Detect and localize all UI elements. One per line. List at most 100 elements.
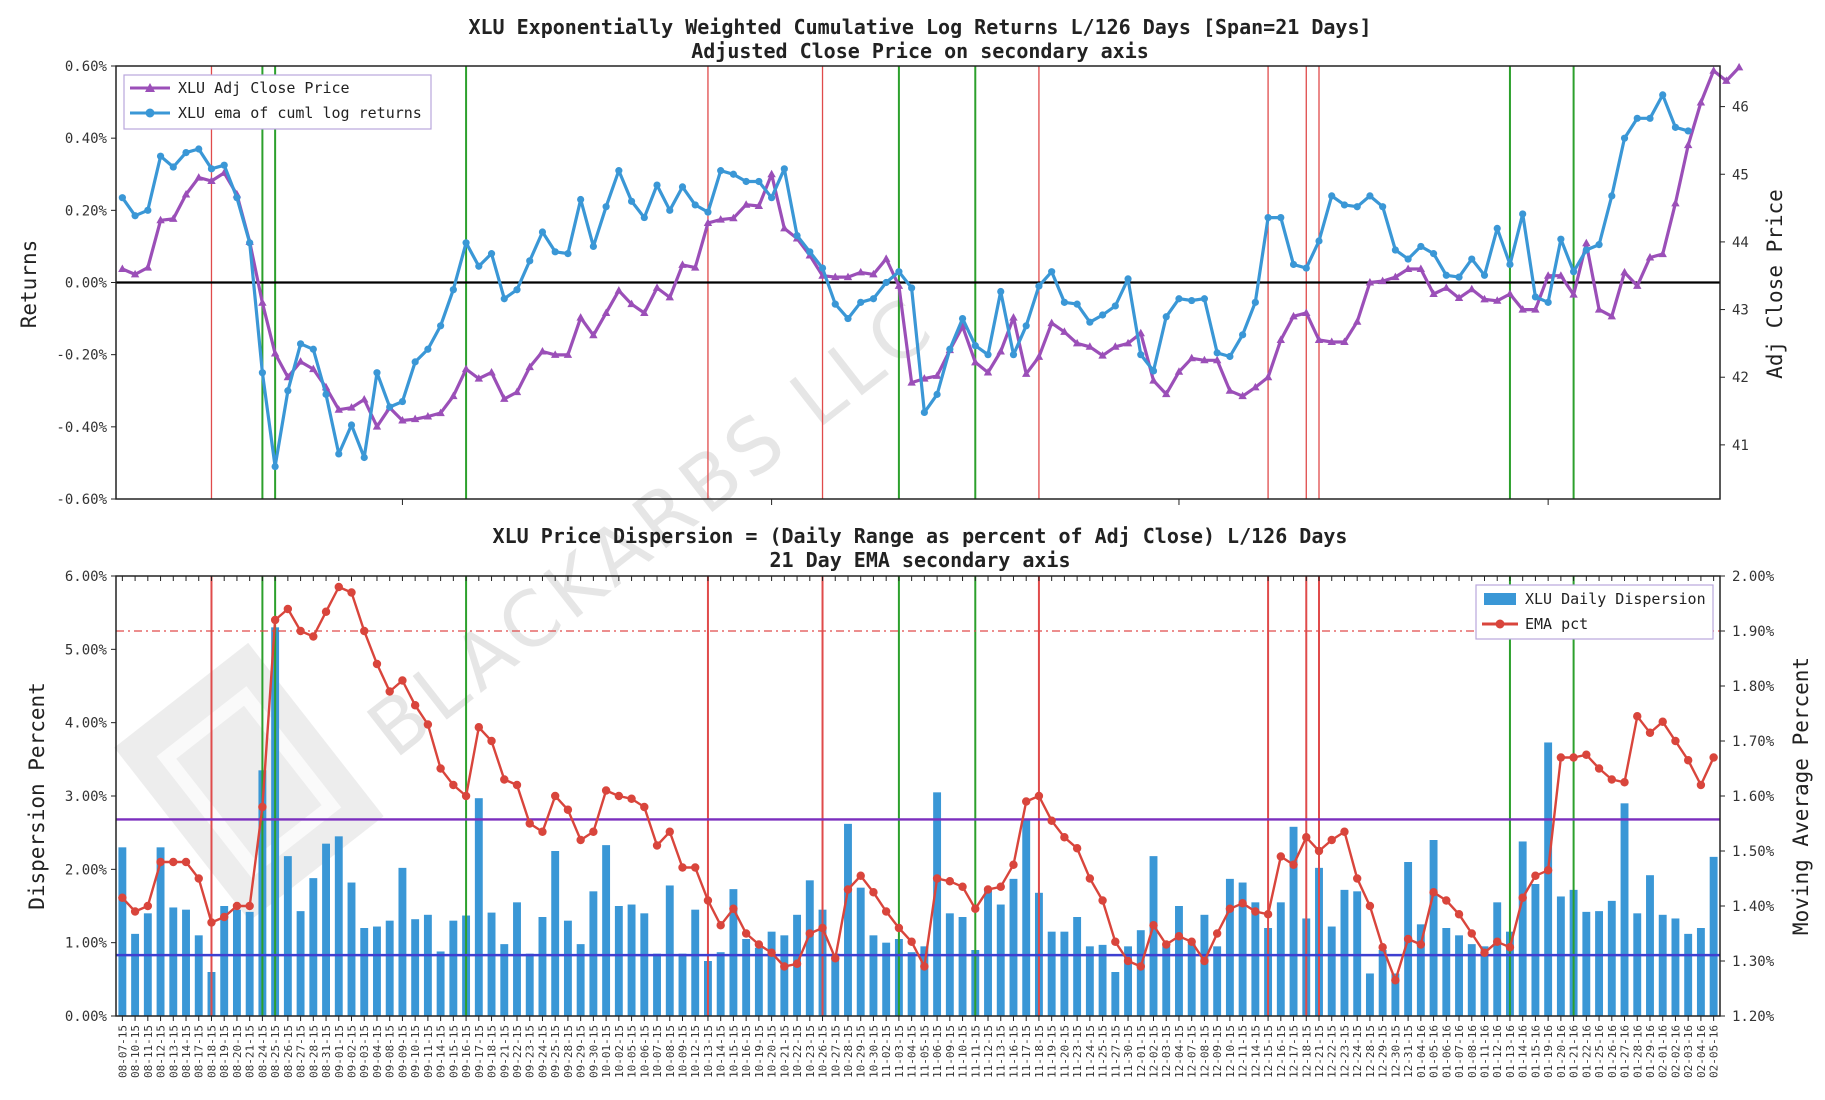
dispersion-y-tick-label: 3.00% [65,789,108,805]
ema-returns-point [653,181,661,189]
dispersion-x-tick-label: 08-26-15 [282,1025,295,1078]
dispersion-bar [602,845,611,1016]
dispersion-x-tick-label: 02-03-16 [1682,1025,1695,1078]
ema-pct-point [1072,844,1082,853]
dispersion-bar [334,836,343,1016]
ema-pct-point [1340,827,1349,836]
adj-close-point [1607,311,1616,320]
returns-y-tick-label: -0.40% [56,420,107,436]
dispersion-x-tick-label: 11-23-15 [1071,1025,1084,1078]
ema-pct-point [1493,937,1502,946]
dispersion-x-tick-label: 02-02-16 [1669,1025,1682,1078]
adj-close-point [1429,289,1438,298]
dispersion-bar [1022,819,1031,1016]
ema-returns-point [526,257,534,265]
dispersion-x-tick-label: 12-08-15 [1198,1025,1211,1078]
dispersion-x-tick-label: 10-07-15 [651,1025,664,1078]
ema-pct-series [118,582,1718,985]
ema-returns-point [1493,224,1501,232]
dispersion-bar [1518,841,1527,1016]
dispersion-x-tick-label: 12-21-15 [1313,1025,1326,1078]
dispersion-bar [563,920,572,1016]
dispersion-bar [1467,944,1476,1016]
dispersion-bar [1225,878,1234,1016]
dispersion-x-tick-label: 02-04-16 [1695,1025,1708,1078]
ema-returns-point [182,149,190,157]
ema-pct-point [270,615,280,625]
ema-returns-point [1086,318,1094,326]
dispersion-x-tick-label: 08-19-15 [218,1025,231,1078]
legend-adj-close-marker-icon [145,83,155,92]
ema-pct-point [1302,833,1311,842]
ema-pct-point [1709,753,1718,762]
adj-close-point [754,201,764,210]
ema-returns-series [118,91,1692,471]
dispersion-bar [322,843,330,1016]
dispersion-chart-subtitle: 21 Day EMA secondary axis [769,548,1070,572]
ema-pct-point [143,901,153,911]
dispersion-x-tick-label: 08-11-15 [142,1025,155,1078]
dispersion-x-tick-label: 12-14-15 [1249,1025,1262,1078]
ema-returns-point [449,286,457,294]
ema-pct-point [449,780,458,790]
dispersion-x-tick-label: 11-06-15 [931,1025,944,1078]
dispersion-bar [945,913,954,1016]
ema-pct-point [792,959,802,968]
ema-returns-point [818,264,827,272]
dispersion-bar [1175,906,1183,1016]
dispersion-bar [831,953,840,1016]
adj-close-point [996,347,1005,355]
adj-close-point [1556,271,1566,279]
dispersion-x-tick-label: 11-25-15 [1097,1025,1110,1078]
dispersion-bar [1124,946,1132,1016]
adj-close-point [1212,355,1222,364]
dispersion-x-tick-label: 11-03-15 [893,1025,906,1078]
ema-pct-point [1085,874,1095,883]
ema-pct-point [1607,775,1616,784]
ema-returns-point [908,284,916,292]
dispersion-x-tick-label: 08-18-15 [206,1025,219,1078]
ema-pct-point [945,877,955,886]
adj-close-point [1518,305,1527,313]
adj-close-point [461,364,471,373]
adj-close-point [971,357,980,366]
dispersion-bar [1276,902,1285,1016]
dispersion-x-tick-label: 10-05-15 [626,1025,639,1078]
adj-close-point [563,350,573,358]
dispersion-x-tick-label: 11-04-15 [906,1025,919,1078]
ema-pct-point [1212,929,1222,938]
ema-returns-point [386,403,394,411]
ema-returns-point [538,228,547,236]
ema-returns-point [1646,114,1654,122]
adj-close-point [410,414,420,423]
dispersion-x-tick-label: 09-17-15 [473,1025,486,1078]
dispersion-x-tick-label: 10-15-15 [727,1025,740,1078]
ema-pct-point [996,882,1005,891]
ema-pct-point [1365,901,1375,911]
adj-close-point [1174,367,1184,375]
adj-close-point [309,364,318,373]
adj-close-point [143,263,153,271]
adj-close-point [398,416,407,424]
dispersion-x-tick-label: 10-20-15 [766,1025,779,1078]
adj-close-point [1467,284,1476,293]
ema-returns-point [1315,237,1323,245]
ema-returns-point [780,165,788,173]
adj-close-point [678,260,687,268]
dispersion-x-tick-label: 11-16-15 [1008,1025,1021,1078]
ema-pct-point [881,907,891,916]
ema-pct-point [691,863,700,872]
ema-returns-point [373,369,381,377]
dispersion-bar [449,920,458,1016]
ema-returns-point [1251,298,1259,306]
dispersion-x-tick-label: 12-23-15 [1339,1025,1352,1078]
dispersion-bar [1544,742,1553,1016]
adj-close-point [1327,337,1336,346]
adj-close-point [1047,318,1056,327]
dispersion-x-tick-label: 10-19-15 [753,1025,766,1078]
ema-pct-point [1569,753,1578,762]
returns-y-tick-label: 0.00% [65,276,108,292]
dispersion-x-tick-label: 01-14-16 [1517,1025,1530,1078]
ema-returns-point [551,248,559,256]
ema-pct-point [1238,899,1247,908]
